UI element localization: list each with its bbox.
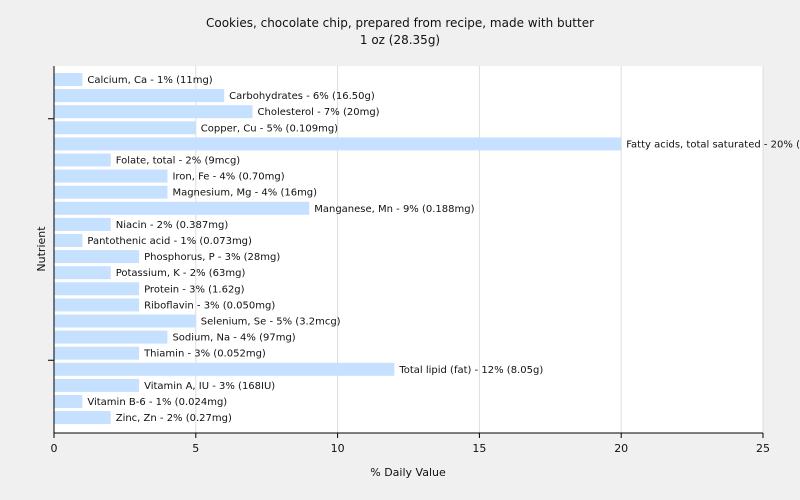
bar (54, 105, 253, 119)
bar (54, 250, 140, 264)
x-tick-label: 10 (331, 442, 345, 455)
bar (54, 234, 83, 247)
bar-label: Potassium, K - 2% (63mg) (116, 268, 246, 279)
bar-label: Phosphorus, P - 3% (28mg) (144, 252, 280, 263)
bar-label: Thiamin - 3% (0.052mg) (143, 349, 266, 360)
bar-label: Vitamin A, IU - 3% (168IU) (144, 381, 275, 392)
bar (54, 217, 111, 231)
bar-label: Manganese, Mn - 9% (0.188mg) (314, 204, 474, 215)
bar-label: Copper, Cu - 5% (0.109mg) (201, 123, 338, 134)
bar-label: Calcium, Ca - 1% (11mg) (87, 75, 212, 86)
axes: 0 5 10 15 20 25 (48, 66, 770, 455)
bar-label: Vitamin B-6 - 1% (0.024mg) (87, 397, 227, 408)
bar-label: Fatty acids, total saturated - 20% (3.98… (626, 139, 800, 150)
bar (54, 266, 111, 280)
bar-label: Carbohydrates - 6% (16.50g) (229, 91, 375, 102)
bar-label: Magnesium, Mg - 4% (16mg) (172, 188, 317, 199)
bar-label: Total lipid (fat) - 12% (8.05g) (398, 365, 543, 376)
bar (54, 378, 140, 392)
bar (54, 153, 111, 167)
chart-subtitle: 1 oz (28.35g) (360, 33, 440, 47)
x-tick-label: 5 (192, 442, 199, 455)
bar (54, 121, 196, 135)
x-tick-label: 15 (472, 442, 486, 455)
bar (54, 201, 310, 215)
bar-label: Protein - 3% (1.62g) (144, 284, 245, 295)
bar-label: Folate, total - 2% (9mcg) (116, 156, 241, 167)
bar-label: Riboflavin - 3% (0.050mg) (144, 300, 275, 311)
bar (54, 185, 168, 199)
bar (54, 89, 225, 103)
x-tick-label: 0 (51, 442, 58, 455)
plot-area (54, 66, 763, 433)
bars (54, 73, 622, 425)
bar (54, 411, 111, 425)
bar-label: Zinc, Zn - 2% (0.27mg) (116, 413, 232, 424)
bar-label: Sodium, Na - 4% (97mg) (172, 333, 295, 344)
bar (54, 137, 622, 151)
bar (54, 298, 140, 312)
bar (54, 330, 168, 344)
bar (54, 282, 140, 296)
chart-title: Cookies, chocolate chip, prepared from r… (206, 16, 594, 30)
y-axis-label: Nutrient (35, 226, 48, 272)
bar-label: Cholesterol - 7% (20mg) (258, 107, 380, 118)
bar (54, 346, 140, 360)
bar-label: Niacin - 2% (0.387mg) (116, 220, 229, 231)
bar (54, 362, 395, 376)
bar (54, 395, 83, 408)
bar (54, 169, 168, 183)
bar (54, 73, 83, 86)
bar-label: Selenium, Se - 5% (3.2mcg) (201, 317, 341, 328)
bar-label: Pantothenic acid - 1% (0.073mg) (87, 236, 252, 247)
x-tick-label: 25 (756, 442, 770, 455)
bar (54, 314, 196, 328)
x-tick-label: 20 (614, 442, 628, 455)
bar-label: Iron, Fe - 4% (0.70mg) (172, 172, 284, 183)
x-axis-label: % Daily Value (370, 466, 446, 479)
bar-labels: Calcium, Ca - 1% (11mg) Carbohydrates - 6… (87, 75, 800, 424)
